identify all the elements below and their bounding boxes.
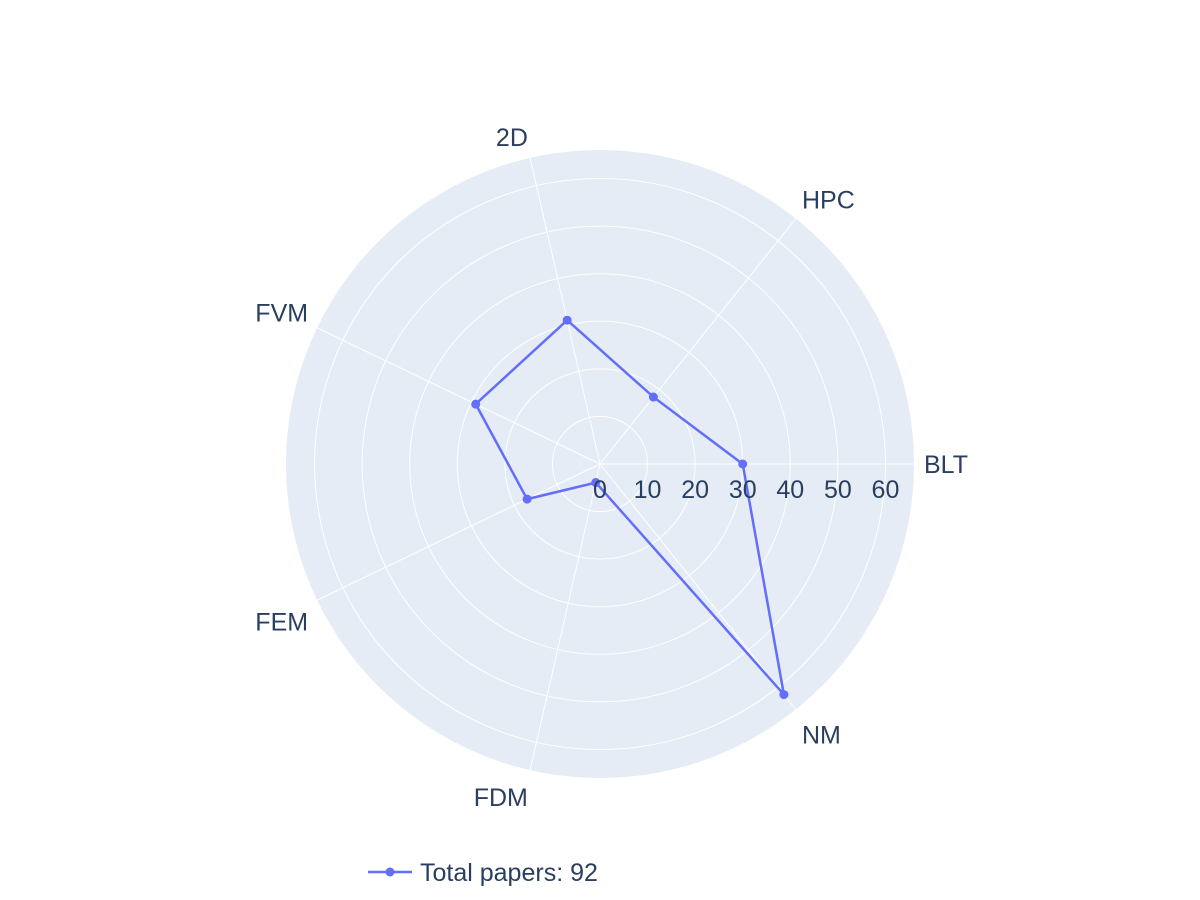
radial-tick-label: 30 bbox=[729, 476, 757, 504]
radial-tick-label: 10 bbox=[634, 476, 662, 504]
grid-spoke bbox=[529, 463, 601, 771]
grid-spoke bbox=[529, 157, 601, 465]
axis-label-fem: FEM bbox=[255, 609, 308, 637]
radial-tick-labels: 0 10 20 30 40 50 60 bbox=[593, 476, 899, 504]
legend-label: Total papers: 92 bbox=[420, 859, 598, 887]
data-point-fdm bbox=[591, 478, 601, 488]
axis-label-2d: 2D bbox=[496, 124, 528, 152]
data-point-fvm bbox=[471, 399, 481, 409]
legend[interactable]: Total papers: 92 bbox=[368, 859, 598, 887]
data-point-nm bbox=[779, 690, 789, 700]
axis-label-fdm: FDM bbox=[474, 784, 528, 812]
data-point-fem bbox=[522, 494, 532, 504]
legend-marker bbox=[385, 867, 395, 877]
radial-tick-label: 60 bbox=[872, 476, 900, 504]
data-point-2d bbox=[562, 315, 572, 325]
series-layer bbox=[471, 315, 789, 700]
axis-label-blt: BLT bbox=[924, 451, 968, 479]
radial-tick-label: 0 bbox=[593, 476, 607, 504]
axis-label-nm: NM bbox=[802, 721, 841, 749]
grid-spoke bbox=[599, 463, 797, 710]
axis-label-hpc: HPC bbox=[802, 187, 855, 215]
data-point-blt bbox=[738, 459, 748, 469]
angular-axis-labels: BLT HPC 2D FVM FEM FDM NM bbox=[255, 124, 968, 812]
radial-tick-label: 40 bbox=[776, 476, 804, 504]
data-point-hpc bbox=[648, 392, 658, 402]
series-line bbox=[474, 318, 786, 696]
radial-tick-label: 20 bbox=[681, 476, 709, 504]
axis-label-fvm: FVM bbox=[255, 299, 308, 327]
angular-grid bbox=[316, 157, 914, 771]
grid-spoke bbox=[599, 218, 797, 465]
grid-spoke bbox=[316, 463, 601, 601]
grid-spoke bbox=[316, 327, 601, 465]
radial-tick-label: 50 bbox=[824, 476, 852, 504]
